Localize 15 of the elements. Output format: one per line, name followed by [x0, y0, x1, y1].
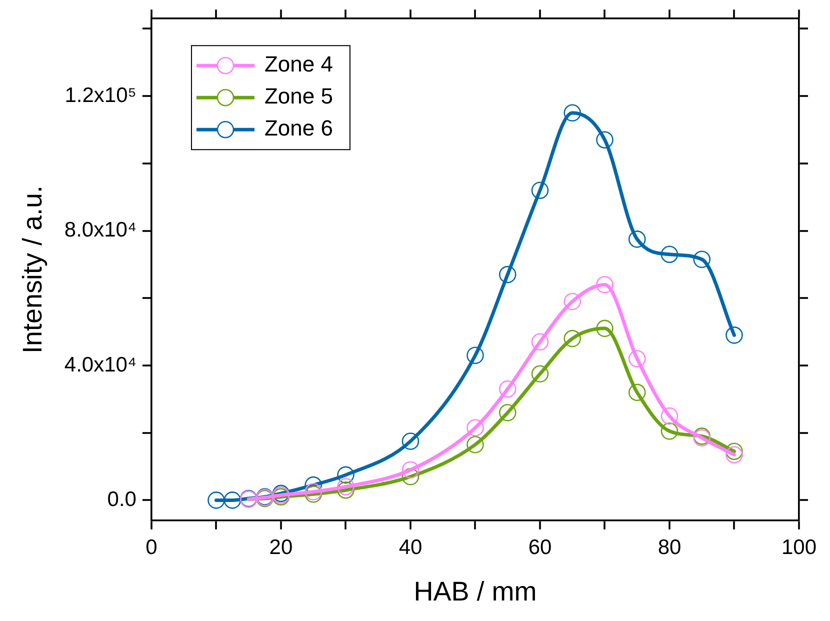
x-axis-title: HAB / mm	[414, 576, 537, 606]
x-tick-label: 100	[781, 536, 817, 559]
x-tick-label: 0	[146, 536, 158, 559]
y-tick-label: 0.0	[107, 488, 136, 511]
y-tick-label: 1.2x10⁵	[64, 84, 136, 107]
legend-label: Zone 4	[264, 52, 333, 77]
legend-label: Zone 6	[264, 116, 333, 141]
x-tick-label: 20	[269, 536, 293, 559]
y-tick-label: 4.0x10⁴	[64, 353, 136, 376]
legend-label: Zone 5	[264, 84, 333, 109]
x-tick-label: 80	[658, 536, 682, 559]
y-axis-title: Intensity / a.u.	[18, 185, 48, 354]
x-tick-label: 60	[528, 536, 552, 559]
x-tick-label: 40	[398, 536, 422, 559]
y-tick-label: 8.0x10⁴	[64, 218, 136, 242]
